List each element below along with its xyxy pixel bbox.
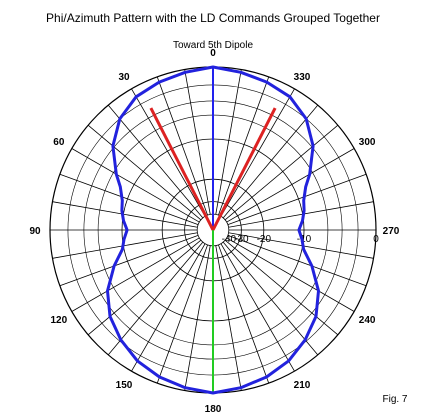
polar-labels: 0 30 60 90 120 150 180 210 240 270 300 330 0 -10 -20 -3… <box>29 48 399 415</box>
grid-spoke <box>87 239 202 336</box>
grid-spoke <box>228 201 374 228</box>
grid-spoke <box>156 244 208 384</box>
grid-spoke <box>222 241 319 356</box>
grid-spoke <box>71 237 200 312</box>
angle-label: 0 <box>210 48 216 59</box>
grid-spoke <box>218 76 270 216</box>
direction-line-left <box>149 107 215 231</box>
grid-spoke <box>218 244 270 384</box>
angle-label: 180 <box>205 404 222 415</box>
grid-spoke <box>131 243 206 372</box>
angle-label: 210 <box>294 380 311 391</box>
grid-spoke <box>184 69 211 215</box>
grid-spoke <box>220 243 295 372</box>
angle-label: 60 <box>53 137 65 148</box>
grid-spoke <box>107 241 204 356</box>
chart-subtitle: Toward 5th Dipole <box>173 40 253 51</box>
radial-label: -40 <box>222 234 237 245</box>
direction-line-right <box>211 107 277 231</box>
angle-label: 90 <box>29 226 41 237</box>
grid-spoke <box>52 201 198 228</box>
grid-spoke <box>215 69 242 215</box>
radial-label: -30 <box>234 234 249 245</box>
grid-spoke <box>131 88 206 217</box>
grid-spoke <box>220 88 295 217</box>
grid-spoke <box>224 124 339 221</box>
grid-spoke <box>87 124 202 221</box>
grid-spoke <box>227 235 367 287</box>
angle-label: 270 <box>383 226 400 237</box>
angle-label: 300 <box>359 137 376 148</box>
grid-spoke <box>107 104 204 219</box>
grid-spoke <box>156 76 208 216</box>
grid-spoke <box>227 173 367 225</box>
azimuth-pattern-line <box>106 65 320 395</box>
radial-label: -10 <box>297 234 312 245</box>
polar-series <box>106 65 320 395</box>
chart-title: Phi/Azimuth Pattern with the LD Commands… <box>46 11 380 25</box>
grid-spoke <box>226 237 355 312</box>
grid-spoke <box>59 173 199 225</box>
grid-spoke <box>224 239 339 336</box>
angle-label: 150 <box>116 380 133 391</box>
angle-label: 240 <box>359 315 376 326</box>
grid-spoke <box>71 148 200 223</box>
grid-spoke <box>226 148 355 223</box>
grid-spoke <box>184 245 211 391</box>
angle-label: 120 <box>51 315 68 326</box>
angle-label: 330 <box>294 72 311 83</box>
angle-label: 30 <box>118 72 130 83</box>
radial-label: -20 <box>257 234 272 245</box>
figure-label: Fig. 7 <box>382 394 407 405</box>
grid-spoke <box>222 104 319 219</box>
grid-spoke <box>228 232 374 259</box>
radial-label: 0 <box>373 234 379 245</box>
grid-spoke <box>52 232 198 259</box>
grid-spoke <box>215 245 242 391</box>
grid-spoke <box>59 235 199 287</box>
